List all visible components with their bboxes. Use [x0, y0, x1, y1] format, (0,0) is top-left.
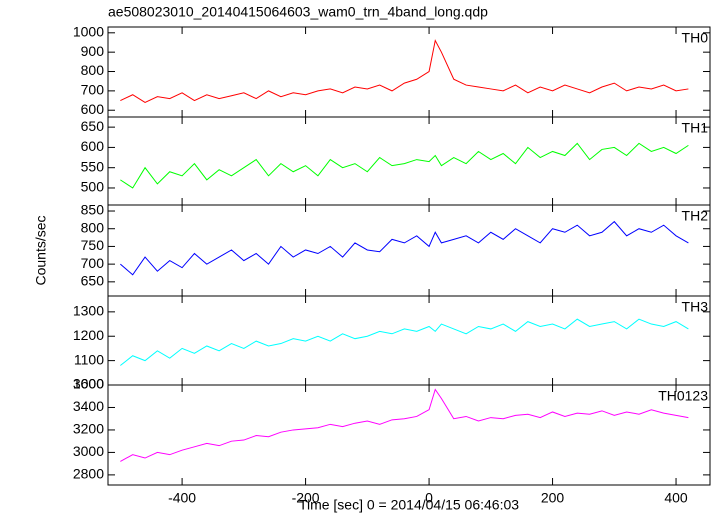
- y-tick-label: 750: [81, 237, 105, 253]
- y-tick-label: 1000: [73, 376, 104, 392]
- series-label: TH2: [682, 208, 709, 224]
- series-line: [120, 142, 689, 189]
- x-tick-label: 200: [541, 490, 565, 506]
- panel-frame: [107, 295, 711, 386]
- y-tick-label: 1000: [73, 24, 104, 40]
- series-line: [120, 220, 689, 276]
- y-tick-label: 1200: [73, 327, 104, 343]
- y-tick-label: 2800: [73, 466, 104, 482]
- x-tick-label: 0: [425, 490, 433, 506]
- series-label: TH1: [682, 120, 709, 136]
- y-tick-label: 3600: [73, 376, 104, 392]
- y-tick-label: 500: [81, 179, 105, 195]
- y-tick-label: 550: [81, 158, 105, 174]
- panel-frame: [107, 384, 711, 486]
- y-tick-label: 3200: [73, 421, 104, 437]
- y-tick-label: 700: [81, 82, 105, 98]
- panel-frame: [107, 116, 711, 206]
- y-tick-label: 3400: [73, 398, 104, 414]
- chart-title: ae508023010_20140415064603_wam0_trn_4ban…: [108, 4, 488, 20]
- x-tick-label: -400: [168, 490, 196, 506]
- y-tick-label: 650: [81, 118, 105, 134]
- x-tick-label: 400: [664, 490, 688, 506]
- y-tick-label: 800: [81, 62, 105, 78]
- x-axis-label: Time [sec] 0 = 2014/04/15 06:46:03: [299, 497, 519, 513]
- y-tick-label: 850: [81, 202, 105, 218]
- panel-frame: [107, 204, 711, 297]
- y-tick-label: 3000: [73, 443, 104, 459]
- y-tick-label: 900: [81, 43, 105, 59]
- y-tick-label: 1300: [73, 303, 104, 319]
- series-line: [120, 318, 689, 366]
- series-line: [120, 388, 689, 462]
- y-tick-label: 650: [81, 273, 105, 289]
- series-label: TH3: [682, 299, 709, 315]
- y-tick-label: 600: [81, 101, 105, 117]
- x-tick-label: -200: [292, 490, 320, 506]
- panel-frame: [107, 26, 711, 118]
- y-tick-label: 1100: [74, 351, 104, 367]
- y-tick-label: 600: [81, 138, 105, 154]
- y-tick-label: 800: [81, 219, 105, 235]
- y-axis-label: Counts/sec: [33, 215, 49, 285]
- series-label: TH0123: [658, 388, 708, 404]
- series-label: TH0: [682, 30, 709, 46]
- series-line: [120, 39, 689, 104]
- y-tick-label: 700: [81, 255, 105, 271]
